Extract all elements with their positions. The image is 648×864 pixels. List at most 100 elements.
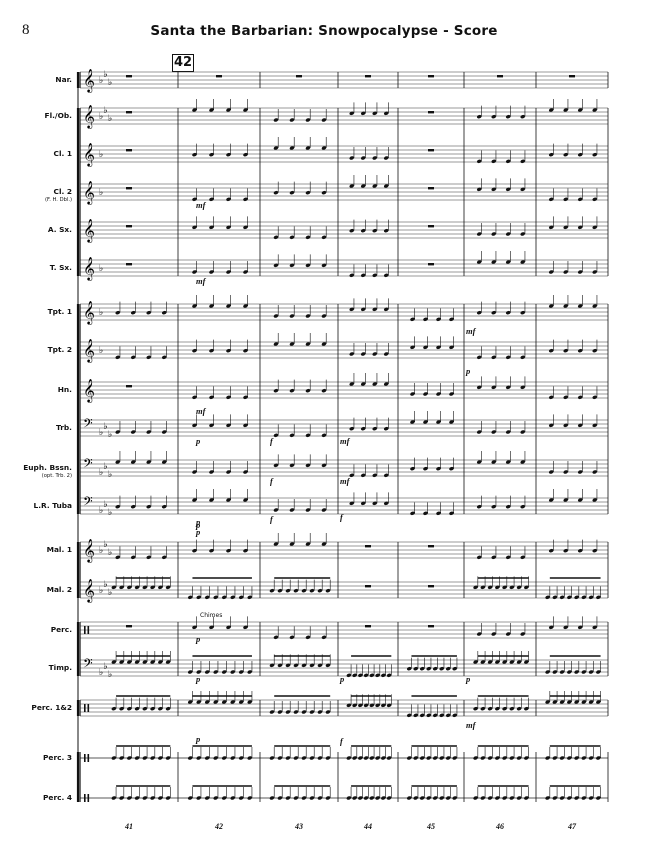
dynamic-marking: mf [196, 276, 206, 286]
note-head [423, 317, 428, 322]
note-head [321, 542, 327, 546]
note-head [445, 756, 451, 760]
note-head [588, 700, 594, 704]
note-head [592, 304, 598, 308]
note-head [487, 756, 493, 760]
note-head [574, 756, 579, 760]
note-head [426, 756, 432, 760]
instrument-label: Mal. 1 [4, 546, 72, 554]
note-head [548, 395, 554, 400]
instrument-name: Fl./Ob. [44, 111, 72, 120]
note-head [495, 660, 500, 664]
note-head [413, 796, 419, 800]
note-head [567, 670, 572, 674]
note-head [285, 710, 291, 714]
note-head [436, 420, 441, 424]
note-head [473, 756, 478, 760]
note-head [410, 317, 415, 322]
whole-rest [365, 75, 371, 78]
note-head [192, 348, 197, 353]
note-head [563, 197, 569, 202]
percussion-clef-icon [87, 754, 90, 762]
note-head [238, 756, 244, 760]
note-head [449, 511, 454, 516]
note-head [309, 663, 315, 668]
note-head [130, 355, 136, 360]
note-head [209, 625, 214, 630]
note-head [432, 713, 438, 718]
note-head [386, 703, 392, 708]
treble-clef-icon: 𝄞 [83, 68, 95, 93]
note-head [577, 348, 583, 353]
note-head [449, 420, 454, 424]
note-head [577, 152, 583, 157]
note-head [386, 673, 392, 678]
note-head [301, 588, 307, 593]
treble-clef-icon: 𝄞 [83, 538, 95, 563]
note-head [559, 700, 565, 704]
note-head [360, 501, 366, 506]
note-head [563, 548, 569, 553]
note-head [349, 473, 355, 478]
note-head [491, 187, 497, 192]
note-head [577, 108, 583, 112]
note-head [349, 382, 355, 386]
note-head [383, 111, 389, 116]
note-head [305, 190, 311, 195]
instrument-label: Perc. 1&2 [4, 704, 72, 712]
note-head [487, 585, 493, 590]
note-head [289, 314, 295, 318]
note-head [127, 706, 132, 711]
whole-rest [126, 263, 132, 266]
note-head [301, 710, 307, 714]
note-head [410, 345, 415, 350]
note-head [226, 152, 231, 157]
note-head [142, 706, 148, 711]
instrument-name: Perc. 3 [43, 753, 72, 762]
note-head [588, 670, 594, 674]
treble-clef-icon: 𝄞 [83, 104, 95, 129]
note-head [243, 548, 248, 553]
note-head [243, 423, 248, 428]
note-head [111, 796, 117, 800]
note-head [476, 187, 482, 192]
note-head [372, 111, 378, 116]
note-head [130, 555, 136, 560]
note-head [204, 700, 210, 704]
note-head [277, 756, 283, 760]
note-head [273, 463, 279, 468]
note-head [372, 426, 378, 431]
note-head [204, 756, 210, 760]
note-head [574, 796, 579, 800]
note-head [423, 392, 428, 396]
note-head [119, 796, 124, 800]
bass-clef-icon: 𝄢 [83, 656, 93, 674]
dynamic-marking: p [196, 517, 201, 527]
note-head [161, 355, 167, 360]
note-head [577, 197, 583, 202]
note-head [273, 314, 279, 318]
whole-rest [126, 625, 132, 628]
instrument-name: Nar. [55, 75, 72, 84]
note-head [226, 108, 231, 112]
note-head [375, 703, 380, 708]
note-head [150, 660, 155, 664]
note-head [563, 304, 569, 308]
note-head [209, 152, 214, 157]
note-head [352, 796, 357, 800]
note-head [548, 423, 554, 428]
note-head [476, 310, 482, 315]
note-head [509, 585, 515, 590]
instrument-label: Trb. [4, 424, 72, 432]
note-head [383, 352, 389, 356]
flat-icon: ♭ [104, 70, 108, 80]
note-head [577, 395, 583, 400]
treble-clef-icon: 𝄞 [83, 256, 95, 281]
note-head [238, 700, 244, 704]
note-head [372, 184, 378, 188]
flat-icon: ♭ [99, 188, 103, 198]
note-head [289, 635, 295, 640]
note-head [358, 703, 363, 708]
page-number: 8 [22, 22, 30, 38]
note-head [502, 706, 507, 711]
